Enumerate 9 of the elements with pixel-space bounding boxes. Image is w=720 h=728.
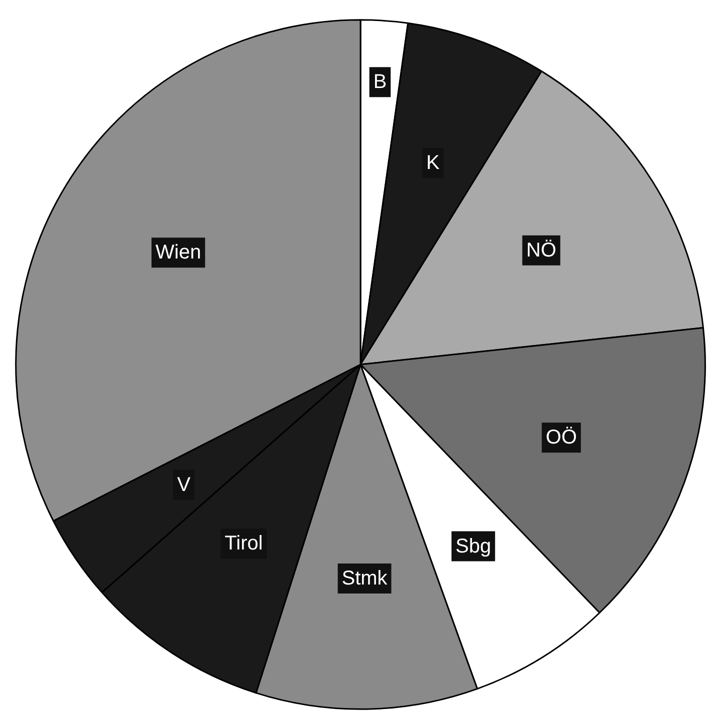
slice-label: NÖ xyxy=(526,239,556,262)
slice-label: B xyxy=(373,71,387,94)
slice-label: Tirol xyxy=(224,532,263,555)
slice-label: Stmk xyxy=(342,567,388,590)
slice-label: OÖ xyxy=(546,426,577,449)
slice-label: Sbg xyxy=(456,535,492,558)
slice-label: V xyxy=(177,474,192,496)
slice-label: Wien xyxy=(156,242,202,264)
slice-label: K xyxy=(426,152,440,174)
